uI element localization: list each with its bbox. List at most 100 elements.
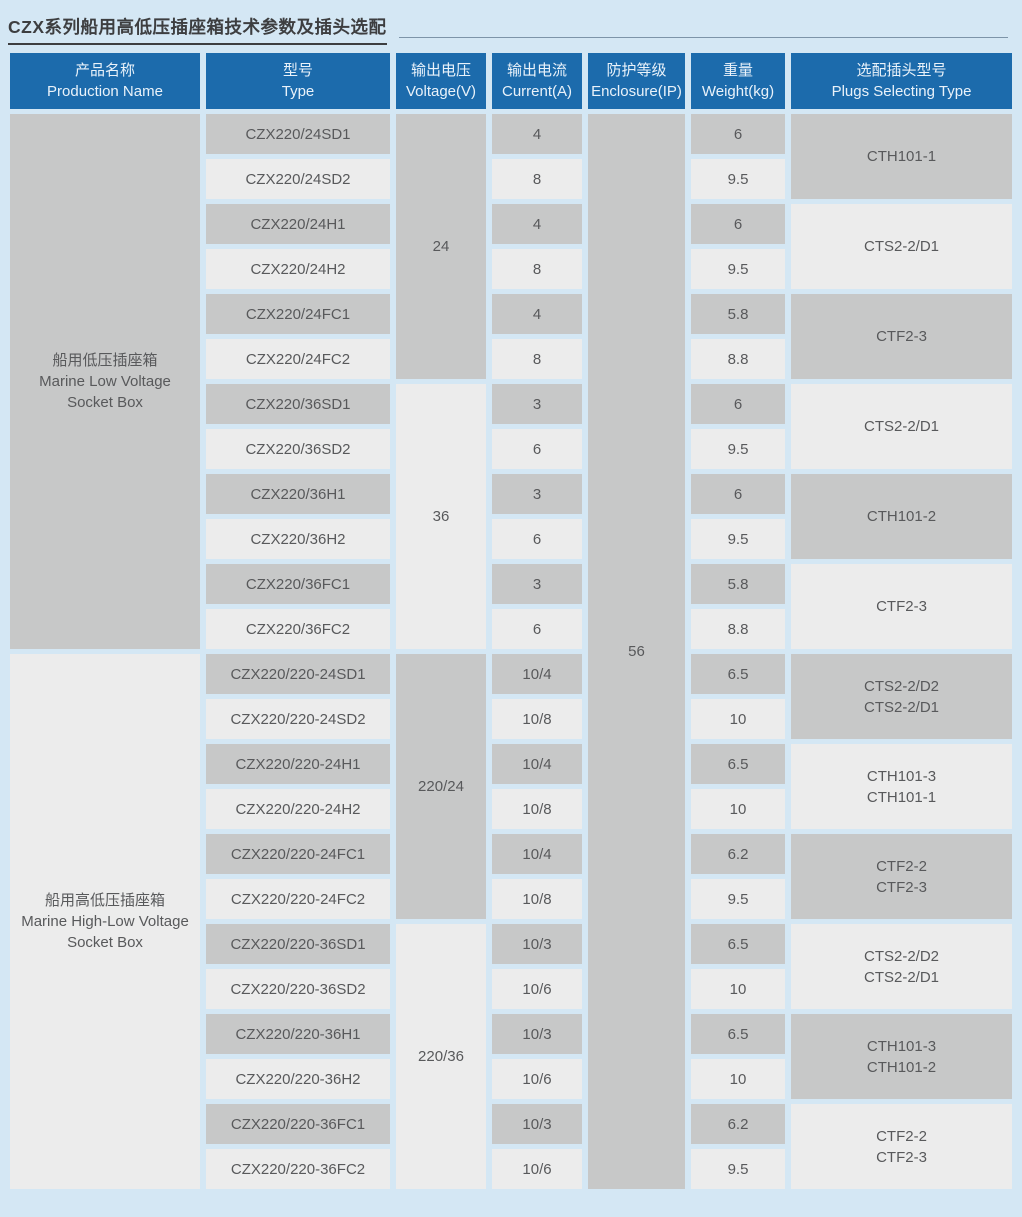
plug-cell: CTS2-2/D1 xyxy=(791,204,1012,289)
plug-cell: CTF2-2 CTF2-3 xyxy=(791,834,1012,919)
enclosure-cell: 56 xyxy=(588,114,685,1189)
voltage-cell: 220/36 xyxy=(396,924,486,1189)
plug-model: CTH101-1 xyxy=(866,148,937,165)
type-cell: CZX220/24SD2 xyxy=(206,159,390,199)
weight-cell: 6.5 xyxy=(691,924,785,964)
title-rule-line xyxy=(398,37,1008,38)
type-cell: CZX220/220-36SD2 xyxy=(206,969,390,1009)
weight-cell: 5.8 xyxy=(691,564,785,604)
header-voltage-zh: 输出电压 xyxy=(410,62,471,79)
table-row: CZX220/220-36SD2 10/6 10 xyxy=(10,969,1012,1009)
header-current-zh: 输出电流 xyxy=(506,62,567,79)
header-voltage-en: Voltage(V) xyxy=(405,83,477,100)
header-plugs-en: Plugs Selecting Type xyxy=(831,83,972,100)
table-body: 船用低压插座箱 Marine Low Voltage Socket Box CZX2… xyxy=(10,114,1012,1189)
product-cell: 船用高低压插座箱 Marine High-Low Voltage Socket B… xyxy=(10,654,200,1189)
weight-cell: 10 xyxy=(691,789,785,829)
plug-model: CTH101-3 xyxy=(866,1037,937,1055)
plug-model: CTH101-1 xyxy=(866,788,937,806)
current-cell: 10/6 xyxy=(492,969,582,1009)
weight-cell: 6.2 xyxy=(691,834,785,874)
table-row: CZX220/220-24SD2 10/8 10 xyxy=(10,699,1012,739)
header-weight-en: Weight(kg) xyxy=(701,83,775,100)
header-current-en: Current(A) xyxy=(501,83,572,100)
type-cell: CZX220/220-24H2 xyxy=(206,789,390,829)
type-cell: CZX220/24H2 xyxy=(206,249,390,289)
table-row: CZX220/220-36SD1 220/36 10/3 6.5 CTS2-2/D2 CT… xyxy=(10,924,1012,1189)
table-row: CZX220/220-24FC1 10/4 6.2 CTF2-2 CTF2-3 xyxy=(10,834,1012,919)
header-production-name-en: Production Name xyxy=(47,83,163,100)
current-cell: 10/8 xyxy=(492,699,582,739)
weight-cell: 6 xyxy=(691,204,785,244)
table-row: CZX220/220-24FC2 10/8 9.5 xyxy=(10,879,1012,919)
voltage-cell: 220/24 xyxy=(396,654,486,919)
header-production-name-zh: 产品名称 xyxy=(74,62,135,79)
plug-cell: CTF2-3 xyxy=(791,294,1012,379)
weight-cell: 10 xyxy=(691,969,785,1009)
type-cell: CZX220/220-36SD1 xyxy=(206,924,390,964)
weight-cell: 8.8 xyxy=(691,339,785,379)
plug-cell: CTF2-3 xyxy=(791,564,1012,649)
product-name-en: Marine High-Low Voltage Socket Box xyxy=(21,913,189,951)
table-row: CZX220/220-36H1 10/3 6.5 CTH101-3 CTH101-2 xyxy=(10,1014,1012,1099)
type-cell: CZX220/220-36FC2 xyxy=(206,1149,390,1189)
type-cell: CZX220/220-36H1 xyxy=(206,1014,390,1054)
plug-cell: CTH101-3 CTH101-2 xyxy=(791,1014,1012,1099)
type-cell: CZX220/220-36FC1 xyxy=(206,1104,390,1144)
table-row: CZX220/24FC2 8 8.8 xyxy=(10,339,1012,379)
current-cell: 10/3 xyxy=(492,924,582,964)
table-row: CZX220/36FC2 6 8.8 xyxy=(10,609,1012,649)
weight-cell: 6 xyxy=(691,384,785,424)
plug-cell: CTS2-2/D1 xyxy=(791,384,1012,469)
table-row: CZX220/220-24H1 10/4 6.5 CTH101-3 CTH101-1 xyxy=(10,744,1012,829)
current-cell: 8 xyxy=(492,339,582,379)
current-cell: 4 xyxy=(492,294,582,334)
type-cell: CZX220/220-24FC1 xyxy=(206,834,390,874)
header-type-zh: 型号 xyxy=(282,62,313,79)
type-cell: CZX220/24FC2 xyxy=(206,339,390,379)
table-row: CZX220/36H2 6 9.5 xyxy=(10,519,1012,559)
plug-cell: CTH101-1 xyxy=(791,114,1012,199)
current-cell: 10/8 xyxy=(492,879,582,919)
current-cell: 10/6 xyxy=(492,1059,582,1099)
type-cell: CZX220/36FC2 xyxy=(206,609,390,649)
plug-model: CTF2-2 xyxy=(876,857,927,875)
weight-cell: 6 xyxy=(691,474,785,514)
current-cell: 8 xyxy=(492,249,582,289)
plug-model: CTF2-3 xyxy=(876,328,927,345)
plug-model: CTH101-2 xyxy=(866,1058,937,1076)
plug-model: CTS2-2/D2 xyxy=(863,677,940,695)
table-row: CZX220/36H1 3 6 CTH101-2 xyxy=(10,474,1012,559)
type-cell: CZX220/36H1 xyxy=(206,474,390,514)
current-cell: 10/4 xyxy=(492,654,582,694)
current-cell: 6 xyxy=(492,429,582,469)
weight-cell: 9.5 xyxy=(691,159,785,199)
type-cell: CZX220/36FC1 xyxy=(206,564,390,604)
weight-cell: 10 xyxy=(691,1059,785,1099)
weight-cell: 6.5 xyxy=(691,744,785,784)
current-cell: 4 xyxy=(492,114,582,154)
plug-model: CTS2-2/D1 xyxy=(863,968,940,986)
plug-model: CTS2-2/D1 xyxy=(863,238,940,255)
table-row: CZX220/24H2 8 9.5 xyxy=(10,249,1012,289)
weight-cell: 9.5 xyxy=(691,879,785,919)
current-cell: 8 xyxy=(492,159,582,199)
header-production-name: 产品名称 Production Name xyxy=(10,53,200,109)
page-title: CZX系列船用高低压插座箱技术参数及插头选配 xyxy=(8,17,387,45)
weight-cell: 6.2 xyxy=(691,1104,785,1144)
plug-cell: CTS2-2/D2 CTS2-2/D1 xyxy=(791,924,1012,1009)
plug-model: CTS2-2/D1 xyxy=(863,698,940,716)
current-cell: 10/8 xyxy=(492,789,582,829)
current-cell: 3 xyxy=(492,564,582,604)
plug-cell: CTS2-2/D2 CTS2-2/D1 xyxy=(791,654,1012,739)
plug-model: CTS2-2/D2 xyxy=(863,947,940,965)
type-cell: CZX220/220-24SD1 xyxy=(206,654,390,694)
voltage-cell: 24 xyxy=(396,114,486,379)
header-enclosure-zh: 防护等级 xyxy=(606,62,667,79)
plug-model: CTF2-3 xyxy=(876,878,927,896)
spec-table: 产品名称 Production Name 型号 Type 输出电压 Voltag… xyxy=(4,48,1018,1194)
type-cell: CZX220/24SD1 xyxy=(206,114,390,154)
plug-model: CTF2-2 xyxy=(876,1127,927,1145)
type-cell: CZX220/220-24FC2 xyxy=(206,879,390,919)
